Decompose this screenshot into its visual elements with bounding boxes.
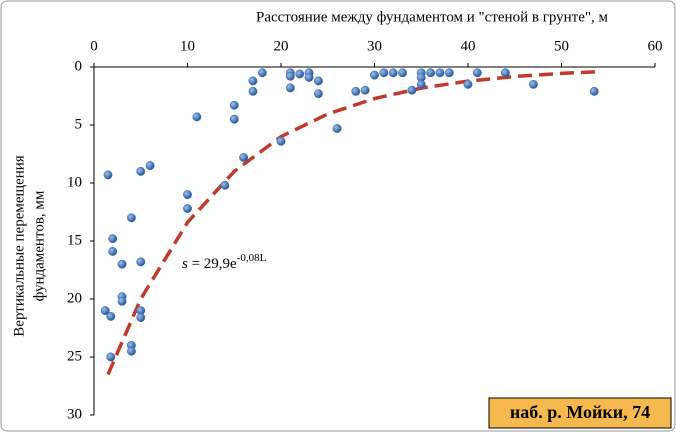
- data-point: [257, 68, 267, 78]
- y-tick-label: 20: [67, 290, 82, 306]
- data-point: [248, 86, 258, 96]
- data-point: [100, 306, 110, 316]
- equation-exp: -0,08L: [237, 252, 267, 264]
- data-point: [351, 86, 361, 96]
- data-point: [295, 69, 305, 79]
- equation-lhs: s: [182, 256, 188, 272]
- data-point: [285, 71, 295, 81]
- data-point: [136, 313, 146, 323]
- badge: наб. р. Мойки, 74: [510, 402, 650, 422]
- data-point: [229, 114, 239, 124]
- data-point: [444, 68, 454, 78]
- y-tick-label: 25: [67, 348, 82, 364]
- data-point: [117, 259, 127, 269]
- data-point: [332, 124, 342, 133]
- x-axis-title: Расстояние между фундаментом и "стеной в…: [256, 9, 609, 25]
- data-point: [239, 153, 249, 162]
- data-point: [407, 85, 417, 95]
- y-tick-label: 30: [67, 406, 82, 422]
- data-point: [589, 86, 599, 96]
- data-point: [313, 89, 323, 99]
- data-point: [220, 180, 230, 190]
- data-point: [313, 76, 323, 86]
- y-tick-label: 10: [67, 174, 82, 190]
- data-point: [276, 136, 286, 146]
- data-point: [426, 68, 436, 78]
- data-point: [463, 79, 473, 89]
- y-axis-title: Вертикальные перемещения: [11, 155, 27, 336]
- x-tick-label: 20: [274, 38, 289, 54]
- data-point: [108, 246, 118, 256]
- x-tick-label: 0: [90, 38, 98, 54]
- data-point: [398, 68, 407, 78]
- data-point: [108, 234, 118, 244]
- data-point: [117, 296, 127, 306]
- x-tick-label: 60: [648, 38, 663, 54]
- data-point: [248, 76, 258, 86]
- equation-mid: = 29,9e: [188, 256, 237, 272]
- data-point: [435, 68, 445, 78]
- data-point: [126, 213, 136, 223]
- data-point: [106, 311, 116, 321]
- data-point: [388, 68, 398, 78]
- data-point: [500, 68, 510, 78]
- x-tick-label: 10: [180, 38, 195, 54]
- y-tick-label: 0: [75, 58, 83, 74]
- data-point: [192, 112, 202, 122]
- data-point: [183, 204, 192, 213]
- data-point: [529, 79, 538, 89]
- data-point: [472, 68, 482, 78]
- y-tick-label: 5: [75, 116, 83, 132]
- data-point: [285, 83, 295, 93]
- data-point: [304, 72, 314, 82]
- data-point: [136, 257, 146, 267]
- equation: s = 29,9e-0,08L: [182, 252, 267, 273]
- data-point: [229, 100, 239, 110]
- data-point: [416, 79, 426, 89]
- y-axis-title: фундаментов, мм: [31, 190, 47, 301]
- data-point: [370, 70, 379, 80]
- x-tick-label: 50: [554, 38, 569, 54]
- trend-line: [106, 69, 599, 376]
- badge-box: [488, 397, 672, 429]
- x-tick-label: 40: [461, 38, 476, 54]
- data-point: [360, 85, 370, 95]
- x-tick-label: 30: [367, 38, 382, 54]
- data-point: [145, 161, 155, 171]
- y-tick-label: 15: [67, 232, 82, 248]
- data-point: [126, 346, 136, 356]
- data-point: [103, 170, 113, 180]
- data-point: [106, 352, 116, 362]
- data-point: [379, 68, 389, 78]
- data-point: [183, 190, 192, 200]
- data-point: [136, 166, 146, 176]
